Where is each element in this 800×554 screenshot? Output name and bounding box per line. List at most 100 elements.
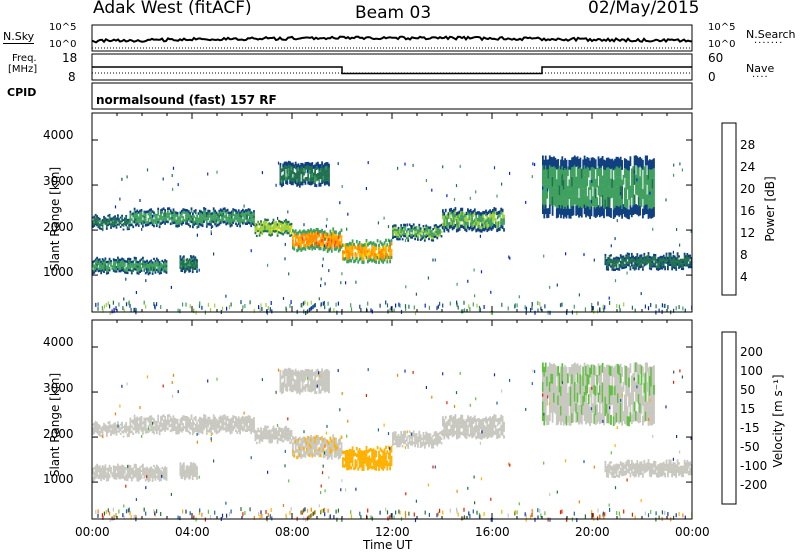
velocity-cell [444,422,447,426]
velocity-cell [193,430,196,433]
power-cell [472,223,475,227]
power-cell [418,226,421,229]
power-cell [367,260,369,264]
power-cell [375,260,378,264]
power-cell [123,221,126,224]
velocity-cell [387,455,390,460]
power-cell [689,254,691,257]
power-cell [319,175,322,180]
power-speckle [496,194,498,198]
power-cell [408,234,411,238]
power-cell [323,166,326,171]
velocity-cell [129,417,132,421]
power-cell [160,271,162,275]
power-cell [648,258,651,261]
velocity-cell [111,474,114,477]
power-cell [325,232,328,236]
power-cell [265,225,268,228]
power-cell [160,217,162,220]
power-cell [182,211,185,214]
velocity-cell [296,449,298,453]
velocity-cell [93,478,96,481]
power-cell [643,205,646,216]
power-cell [211,212,214,215]
power-speckle [537,301,539,306]
power-cell [278,231,280,234]
power-cell [312,239,315,243]
power-cell [368,255,371,259]
velocity-cell [101,433,104,436]
power-cell [162,212,165,216]
velocity-cell [380,456,383,460]
power-cell [551,167,554,177]
power-cell [197,220,200,223]
power-cell [344,256,347,261]
power-cell [617,156,619,167]
power-cell [205,222,208,226]
power-cell [301,247,304,251]
velocity-cell [251,429,254,432]
power-speckle [425,179,427,182]
power-cell [500,224,503,228]
velocity-cell [400,433,403,436]
velocity-cell [98,425,101,427]
power-cell [198,209,201,213]
power-cell [225,217,228,221]
velocity-cell [132,467,135,470]
power-cell [136,217,139,220]
velocity-cell [93,476,96,479]
power-cell [104,264,107,267]
power-cell [286,166,289,170]
velocity-cell [417,445,419,448]
velocity-cell [365,456,368,460]
power-cell [271,233,273,236]
power-speckle [616,219,618,223]
power-speckle [432,258,434,262]
velocity-cell [482,421,485,425]
velocity-cell [373,453,376,457]
power-cell [686,259,689,262]
velocity-cell [461,414,464,419]
power-speckle [319,167,321,171]
power-cell [139,209,141,213]
power-cell [429,233,432,236]
velocity-cell [235,424,237,427]
velocity-cell [237,429,240,432]
power-cell [569,160,572,170]
power-cell [137,216,140,219]
power-cell [135,263,137,267]
velocity-cell [308,436,311,441]
power-cell [437,228,440,231]
velocity-cell [355,460,358,464]
velocity-cell [104,466,107,469]
power-cell [183,219,186,222]
power-cell [265,221,268,224]
power-cell [623,266,626,269]
power-cell [467,208,469,212]
power-cell [546,159,548,170]
power-cell [315,162,318,167]
velocity-cell [342,457,344,461]
velocity-cell [269,430,272,433]
velocity-cell [355,453,358,458]
power-speckle [156,302,158,307]
power-speckle [195,310,197,315]
power-cell [573,155,576,166]
velocity-cell [240,424,243,428]
power-cell [598,207,601,218]
velocity-cell [407,446,410,449]
power-cell [579,157,582,168]
velocity-cell [414,444,416,448]
velocity-cell [335,444,337,448]
power-cell [155,221,158,225]
velocity-cell [437,432,440,436]
power-cell [387,255,390,259]
velocity-cell [135,475,137,478]
power-cell [358,244,361,248]
power-speckle [185,302,187,307]
velocity-cell [326,446,329,450]
power-cell [622,255,625,258]
power-cell [178,216,180,219]
velocity-cell [123,424,126,427]
velocity-cell [269,436,272,440]
